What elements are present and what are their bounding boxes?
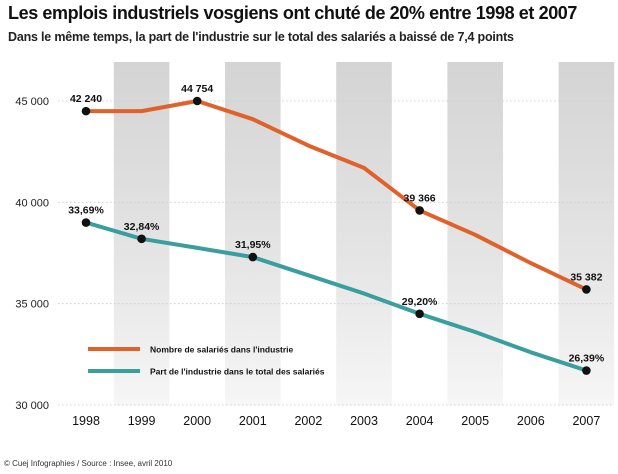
data-point (81, 218, 91, 227)
y-axis: 45 000 40 000 35 000 30 000 (15, 96, 49, 412)
data-point (81, 106, 91, 116)
x-tick-label: 1998 (72, 414, 100, 428)
x-tick-label: 2003 (350, 414, 378, 428)
data-label: 31,95% (235, 239, 271, 251)
x-tick-label: 2000 (183, 414, 211, 428)
y-tick-label: 45 000 (15, 96, 49, 108)
x-tick-label: 1999 (128, 414, 156, 428)
y-tick-label: 40 000 (15, 197, 49, 209)
data-label: 32,84% (124, 221, 160, 233)
x-tick-label: 2007 (572, 414, 600, 428)
x-tick-label: 2006 (517, 414, 545, 428)
data-label: 42 240 (70, 93, 102, 105)
data-label: 29,20% (402, 296, 438, 308)
background-band (558, 62, 615, 405)
data-label: 33,69% (68, 205, 104, 217)
data-point (415, 206, 424, 215)
series-line (84, 220, 589, 373)
data-label: 35 382 (570, 271, 602, 283)
data-labels: 42 240 44 754 39 366 35 382 33,69% 32,84% 31,9… (68, 83, 605, 365)
data-label: 39 366 (404, 192, 436, 204)
chart-subtitle: Dans le même temps, la part de l'industr… (8, 30, 514, 44)
data-points (81, 96, 591, 375)
data-point (192, 96, 202, 106)
data-point (582, 285, 591, 294)
data-label: 44 754 (181, 83, 213, 95)
legend: Nombre de salariés dans l'industrie Part … (88, 345, 325, 377)
legend-label: Part de l'industrie dans le total des sa… (150, 367, 325, 377)
x-axis: 1998 1999 2000 2001 2002 2003 2004 2005 2006 2007 (72, 414, 600, 428)
x-tick-label: 2005 (461, 414, 489, 428)
data-point (248, 252, 258, 262)
legend-label: Nombre de salariés dans l'industrie (150, 345, 294, 355)
x-tick-label: 2004 (406, 414, 434, 428)
series-lines (84, 99, 589, 373)
x-tick-label: 2001 (239, 414, 267, 428)
chart-title: Les emplois industriels vosgiens ont chu… (8, 3, 578, 23)
gridlines (58, 100, 612, 406)
y-tick-label: 35 000 (15, 299, 49, 311)
background-band (336, 62, 392, 405)
data-point (582, 366, 591, 375)
y-tick-label: 30 000 (15, 400, 49, 412)
series-line (84, 99, 589, 292)
data-point (415, 309, 424, 319)
source-credit: © Cuej Infographies / Source : Insee, av… (4, 459, 173, 468)
x-tick-label: 2002 (294, 414, 322, 428)
data-point (137, 234, 146, 244)
data-label: 26,39% (569, 353, 605, 365)
